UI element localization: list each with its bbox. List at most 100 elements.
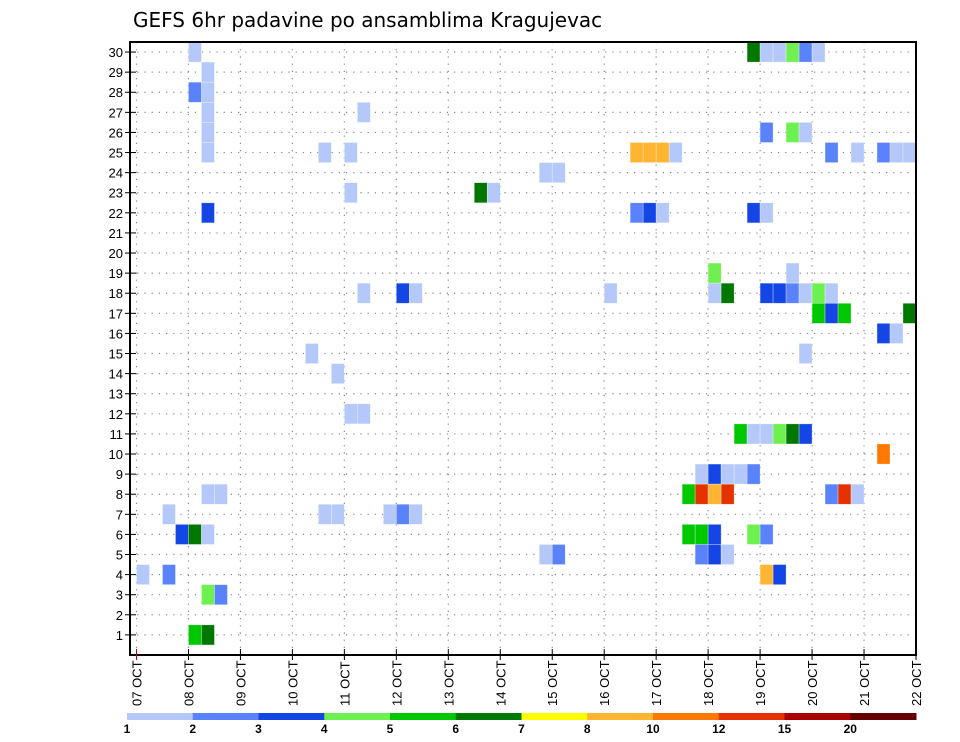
heatmap-cell bbox=[798, 343, 813, 364]
heatmap-cell bbox=[214, 584, 228, 606]
heatmap-cell bbox=[357, 101, 371, 123]
heatmap-cell bbox=[759, 41, 774, 63]
heatmap-cell bbox=[188, 41, 202, 63]
heatmap-cell bbox=[655, 202, 670, 224]
heatmap-cell bbox=[746, 41, 761, 63]
heatmap-cell bbox=[201, 81, 215, 103]
heatmap-cell bbox=[772, 282, 787, 304]
heatmap-cell bbox=[201, 142, 215, 163]
heatmap-cell bbox=[707, 282, 722, 304]
y-tick-label: 18 bbox=[109, 286, 123, 301]
heatmap-cell bbox=[629, 202, 644, 224]
heatmap-cell bbox=[746, 423, 761, 445]
colorbar-swatch bbox=[192, 713, 259, 720]
heatmap-cell bbox=[746, 463, 761, 485]
x-tick-label: 22 OCT bbox=[909, 660, 924, 706]
heatmap-cell bbox=[396, 282, 410, 304]
heatmap-cell bbox=[798, 41, 813, 63]
plot-frame bbox=[129, 41, 917, 656]
colorbar-swatch bbox=[390, 713, 457, 720]
heatmap-cell bbox=[383, 503, 397, 525]
heatmap-cell bbox=[318, 503, 332, 525]
heatmap-cell bbox=[357, 403, 371, 425]
x-tick-label: 21 OCT bbox=[857, 660, 872, 706]
heatmap-cell bbox=[629, 142, 644, 163]
colorbar-label: 3 bbox=[255, 722, 262, 736]
y-tick-label: 6 bbox=[116, 527, 123, 542]
x-tick-label: 15 OCT bbox=[545, 660, 560, 706]
x-tick-label: 16 OCT bbox=[597, 660, 612, 706]
x-tick-label: 14 OCT bbox=[493, 660, 508, 706]
heatmap-cell bbox=[707, 463, 722, 485]
heatmap-cells bbox=[136, 41, 917, 646]
x-tick-label: 09 OCT bbox=[233, 660, 248, 706]
heatmap-cell bbox=[837, 483, 852, 505]
colorbar-label: 4 bbox=[321, 722, 328, 736]
colorbar: 1 2 3 4 5 6 7 8 10 12 15 20 bbox=[124, 713, 917, 736]
y-tick-label: 15 bbox=[109, 347, 123, 362]
y-tick-label: 27 bbox=[109, 105, 123, 120]
y-tick-label: 25 bbox=[109, 146, 123, 161]
heatmap-cell bbox=[772, 41, 787, 63]
y-tick-label: 26 bbox=[109, 125, 123, 140]
heatmap-cell bbox=[772, 564, 787, 585]
y-tick-label: 2 bbox=[116, 608, 123, 623]
heatmap-cell bbox=[707, 262, 722, 284]
y-tick-label: 1 bbox=[116, 628, 123, 643]
y-tick-label: 7 bbox=[116, 507, 123, 522]
heatmap-cell bbox=[798, 423, 813, 445]
heatmap-cell bbox=[785, 262, 800, 284]
heatmap-cell bbox=[201, 584, 215, 606]
heatmap-cell bbox=[824, 142, 839, 163]
heatmap-cell bbox=[136, 564, 150, 585]
x-tick-label: 13 OCT bbox=[441, 660, 456, 706]
y-tick-label: 24 bbox=[109, 166, 123, 181]
y-tick-label: 5 bbox=[116, 548, 123, 563]
heatmap-cell bbox=[824, 302, 839, 324]
x-tick-label: 11 OCT bbox=[337, 661, 352, 706]
heatmap-cell bbox=[889, 323, 904, 344]
heatmap-cell bbox=[876, 142, 891, 163]
heatmap-cell bbox=[876, 443, 891, 465]
y-tick-label: 23 bbox=[109, 186, 123, 201]
y-tick-label: 4 bbox=[116, 568, 123, 583]
heatmap-cell bbox=[409, 503, 423, 525]
heatmap-cell bbox=[162, 503, 176, 525]
chart-title: GEFS 6hr padavine po ansamblima Kragujev… bbox=[133, 8, 602, 32]
heatmap-cell bbox=[344, 182, 358, 204]
heatmap-cell bbox=[357, 282, 371, 304]
heatmap-cell bbox=[785, 423, 800, 445]
heatmap-cell bbox=[759, 524, 774, 545]
heatmap-cell bbox=[538, 544, 553, 565]
heatmap-cell bbox=[201, 524, 215, 545]
y-tick-label: 28 bbox=[109, 85, 123, 100]
heatmap-cell bbox=[681, 483, 696, 505]
y-axis: 1234567891011121314151617181920212223242… bbox=[109, 45, 136, 643]
x-tick-label: 10 OCT bbox=[285, 660, 300, 706]
heatmap-cell bbox=[188, 624, 202, 646]
heatmap-cell bbox=[707, 544, 722, 565]
heatmap-cell bbox=[746, 202, 761, 224]
colorbar-label: 1 bbox=[124, 722, 131, 736]
heatmap-cell bbox=[902, 142, 917, 163]
colorbar-label: 2 bbox=[189, 722, 196, 736]
heatmap-cell bbox=[746, 524, 761, 545]
y-tick-label: 14 bbox=[109, 367, 123, 382]
y-tick-label: 30 bbox=[109, 45, 123, 60]
y-tick-label: 21 bbox=[109, 226, 123, 241]
colorbar-swatch bbox=[718, 713, 785, 720]
y-tick-label: 10 bbox=[109, 447, 123, 462]
x-tick-label: 18 OCT bbox=[701, 660, 716, 706]
heatmap-cell bbox=[694, 463, 709, 485]
y-tick-label: 11 bbox=[110, 427, 124, 442]
heatmap-cell bbox=[824, 282, 839, 304]
heatmap-cell bbox=[538, 162, 553, 183]
heatmap-cell bbox=[396, 503, 410, 525]
x-tick-label: 20 OCT bbox=[805, 660, 820, 706]
y-tick-label: 9 bbox=[116, 467, 123, 482]
heatmap-cell bbox=[733, 423, 748, 445]
heatmap-cell bbox=[850, 483, 865, 505]
heatmap-cell bbox=[188, 81, 202, 103]
colorbar-label: 20 bbox=[844, 722, 858, 736]
y-tick-label: 12 bbox=[109, 407, 123, 422]
